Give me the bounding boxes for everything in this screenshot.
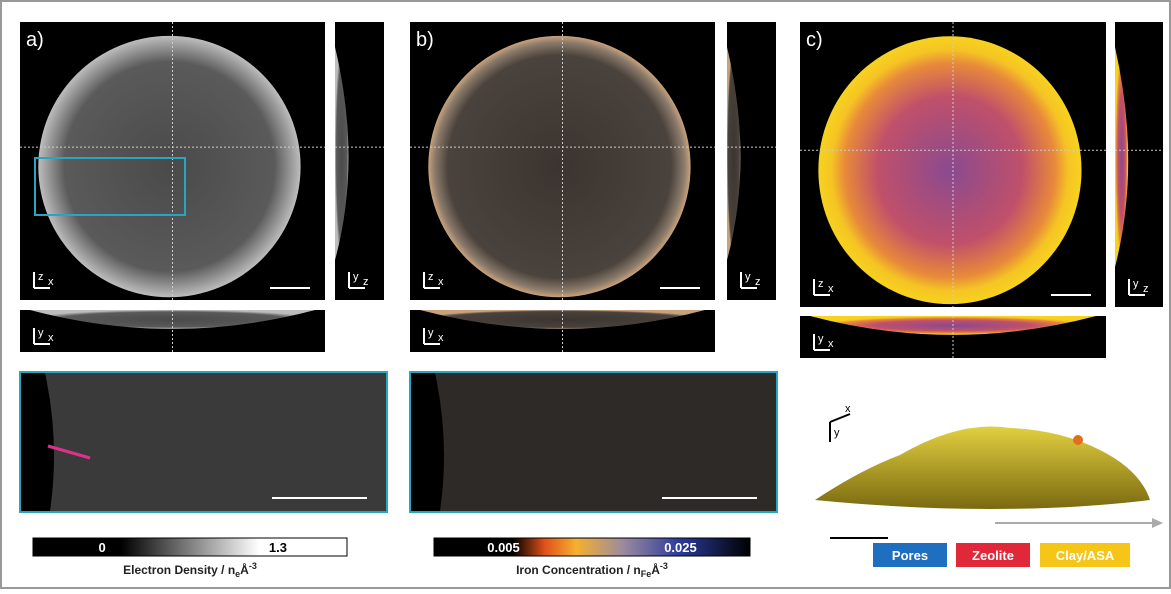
colorbar-title-part: -3 (660, 561, 668, 571)
colorbar-title-part: Iron Concentration / n (516, 563, 641, 577)
axis-label: y (1133, 278, 1139, 290)
particle-slice (428, 36, 690, 297)
figure: a)zxyzyxb)zxyzyxc)zxyzyx01.3Electron Den… (0, 0, 1171, 589)
particle-slice (38, 36, 300, 297)
axis-label: y (745, 271, 751, 283)
colorbar-max: 0.025 (664, 540, 697, 555)
colorbar-title: Iron Concentration / nFeÅ-3 (516, 561, 668, 579)
colorbar-title-part: Fe (641, 569, 652, 579)
axis-label: y (38, 327, 44, 339)
axis-label: x (828, 283, 834, 295)
colorbar-title-part: Å (651, 562, 660, 577)
panel-label: b) (416, 29, 434, 51)
legend-label: Zeolite (972, 548, 1014, 563)
axis-label: y (834, 427, 840, 439)
arrow-head (1152, 518, 1163, 528)
axis-arrow (830, 414, 850, 422)
colorbar-max: 1.3 (269, 540, 287, 555)
axis-label: x (828, 338, 834, 350)
axis-label: z (428, 271, 434, 283)
axis-label: z (755, 276, 761, 288)
colorbar-title-part: -3 (249, 561, 257, 571)
axis-label: y (428, 327, 434, 339)
axis-label: z (818, 278, 824, 290)
axis-label: y (353, 271, 359, 283)
zeolite-3d (1073, 435, 1083, 445)
colorbar (33, 538, 347, 556)
colorbar-min: 0.005 (487, 540, 520, 555)
legend-label: Pores (892, 548, 928, 563)
colorbar (434, 538, 750, 556)
colorbar-title: Electron Density / neÅ-3 (123, 561, 257, 579)
particle-slice (818, 36, 1081, 304)
axis-label: x (438, 276, 444, 288)
axis-label: y (818, 333, 824, 345)
axis-label: x (48, 276, 54, 288)
colorbar-title-part: Electron Density / n (123, 563, 235, 577)
axis-label: x (845, 403, 851, 415)
axis-label: z (38, 271, 44, 283)
zoom-view (20, 372, 387, 512)
axis-label: z (1143, 283, 1149, 295)
panel-label: c) (806, 29, 823, 51)
axis-label: x (438, 332, 444, 344)
surface-3d (815, 427, 1150, 509)
legend-label: Clay/ASA (1056, 548, 1115, 563)
zoom-view (410, 372, 777, 512)
colorbar-title-part: Å (240, 562, 249, 577)
axis-label: x (48, 332, 54, 344)
axis-label: z (363, 276, 369, 288)
panel-label: a) (26, 29, 44, 51)
colorbar-min: 0 (98, 540, 105, 555)
